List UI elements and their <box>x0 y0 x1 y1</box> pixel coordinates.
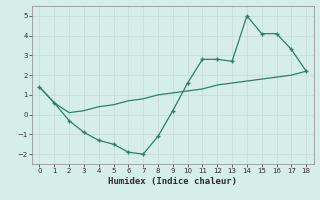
X-axis label: Humidex (Indice chaleur): Humidex (Indice chaleur) <box>108 177 237 186</box>
